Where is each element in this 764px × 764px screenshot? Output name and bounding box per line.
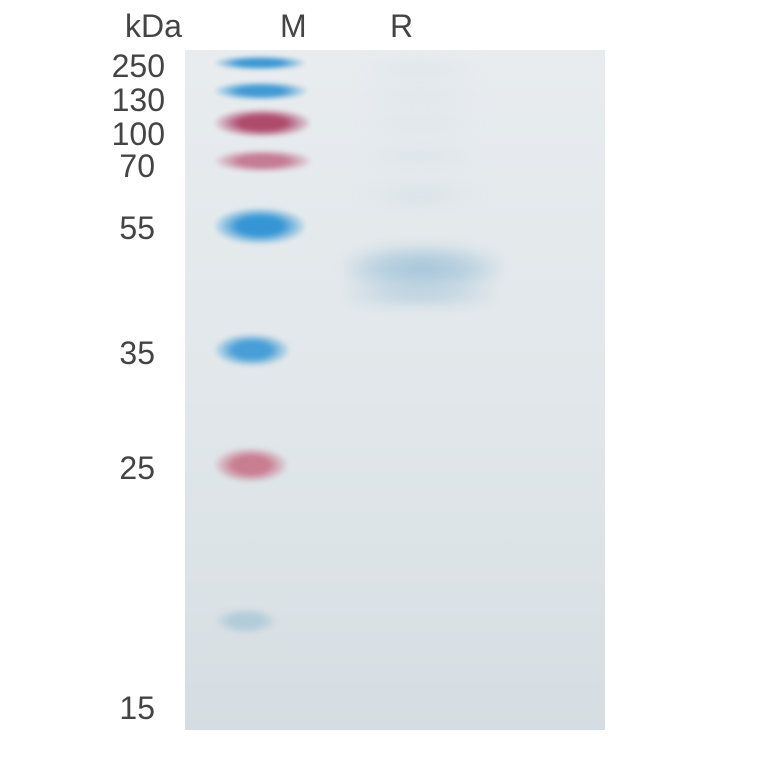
sample-sub-band [345, 282, 495, 308]
mw-label-55: 55 [119, 210, 155, 247]
mw-label-70: 70 [119, 148, 155, 185]
marker-band [215, 56, 305, 70]
mw-label-15: 15 [119, 690, 155, 727]
marker-lane-header: M [280, 8, 307, 45]
marker-band [215, 208, 305, 244]
faint-band [350, 145, 490, 167]
mw-label-25: 25 [119, 450, 155, 487]
mw-label-35: 35 [119, 335, 155, 372]
marker-band [215, 608, 277, 634]
marker-band [215, 109, 310, 137]
faint-band [350, 180, 490, 210]
mw-label-130: 130 [112, 82, 165, 119]
mw-label-250: 250 [112, 48, 165, 85]
marker-band [215, 82, 307, 100]
marker-band [215, 448, 287, 482]
kda-header: kDa [125, 8, 182, 45]
marker-band [215, 150, 311, 172]
marker-band [215, 334, 289, 366]
faint-band [350, 114, 490, 132]
sample-lane-header: R [390, 8, 413, 45]
faint-band [350, 60, 490, 80]
faint-band [350, 88, 490, 106]
gel-image-container: kDa M R 2501301007055352515 [0, 0, 764, 764]
